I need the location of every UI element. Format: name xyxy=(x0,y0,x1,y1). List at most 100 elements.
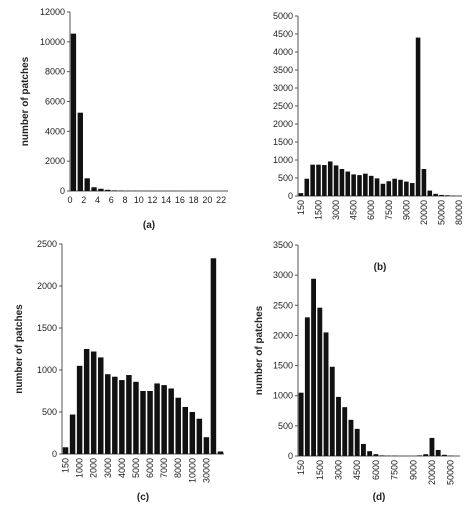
x-tick-label-d: 1500 xyxy=(315,460,325,480)
bar-d xyxy=(329,366,335,456)
y-axis-label-a: number of patches xyxy=(20,56,31,146)
x-tick-label-a: 20 xyxy=(202,195,212,205)
x-tick-label-c: 4000 xyxy=(117,458,127,478)
x-tick-label-a: 22 xyxy=(216,195,226,205)
x-tick-label-b: 80000 xyxy=(454,200,464,225)
x-tick-label-d: 20000 xyxy=(427,460,437,485)
chart-caption-a: (a) xyxy=(143,220,155,231)
x-tick-label-d: 50000 xyxy=(446,460,456,485)
y-tick-label-d: 2000 xyxy=(273,330,293,340)
bar-a xyxy=(77,112,83,191)
x-tick-label-d: 150 xyxy=(296,460,306,475)
bar-b xyxy=(415,37,421,196)
x-tick-label-b: 150 xyxy=(296,200,306,215)
bar-b xyxy=(445,195,450,196)
bar-a xyxy=(70,33,77,191)
x-tick-label-a: 18 xyxy=(189,195,199,205)
bar-b xyxy=(304,178,310,196)
y-axis-label-c: number of patches xyxy=(14,304,25,394)
y-tick-label-b: 2500 xyxy=(273,101,293,111)
y-tick-label-a: 10000 xyxy=(40,37,65,47)
x-tick-label-b: 7500 xyxy=(384,200,394,220)
y-tick-label-b: 1500 xyxy=(273,137,293,147)
x-tick-label-a: 6 xyxy=(109,195,114,205)
x-tick-label-a: 2 xyxy=(81,195,86,205)
x-tick-label-c: 10000 xyxy=(187,458,197,483)
chart-caption-b: (b) xyxy=(374,262,387,273)
bar-d xyxy=(360,443,366,456)
y-tick-label-c: 1000 xyxy=(37,365,57,375)
y-tick-label-a: 6000 xyxy=(45,97,65,107)
x-tick-label-a: 10 xyxy=(134,195,144,205)
bar-c xyxy=(83,349,90,454)
bar-b xyxy=(298,193,304,196)
bar-c xyxy=(175,397,181,454)
chart-caption-c: (c) xyxy=(137,492,149,503)
y-tick-label-d: 500 xyxy=(278,421,293,431)
bar-b xyxy=(316,164,321,196)
bar-c xyxy=(112,376,118,454)
y-tick-label-b: 4000 xyxy=(273,47,293,57)
bar-b xyxy=(380,183,386,196)
bar-b xyxy=(327,161,333,196)
bar-d xyxy=(311,278,317,456)
bar-c xyxy=(217,451,224,454)
y-tick-label-d: 1500 xyxy=(273,361,293,371)
y-tick-label-a: 0 xyxy=(60,186,65,196)
bar-b xyxy=(398,179,403,196)
x-tick-label-b: 3000 xyxy=(331,200,341,220)
bar-a xyxy=(98,188,104,191)
bar-c xyxy=(161,385,167,454)
y-tick-label-b: 2000 xyxy=(273,119,293,129)
y-tick-label-a: 12000 xyxy=(40,7,65,17)
y-tick-label-a: 2000 xyxy=(45,156,65,166)
bar-b xyxy=(322,165,327,196)
bar-c xyxy=(196,418,203,454)
x-tick-label-d: 7500 xyxy=(390,460,400,480)
bar-a xyxy=(111,190,118,191)
x-tick-label-a: 0 xyxy=(67,195,72,205)
x-tick-label-a: 12 xyxy=(147,195,157,205)
x-tick-label-b: 1500 xyxy=(314,200,324,220)
bar-d xyxy=(441,454,447,456)
x-tick-label-c: 2000 xyxy=(89,458,99,478)
bar-c xyxy=(119,380,125,454)
y-tick-label-b: 3500 xyxy=(273,65,293,75)
bar-c xyxy=(189,412,196,454)
bar-b xyxy=(345,171,351,196)
bar-b xyxy=(409,183,415,196)
x-tick-label-a: 4 xyxy=(95,195,100,205)
y-tick-label-b: 0 xyxy=(288,191,293,201)
y-tick-label-b: 3000 xyxy=(273,83,293,93)
x-tick-label-c: 6000 xyxy=(145,458,155,478)
y-tick-label-d: 0 xyxy=(288,451,293,461)
bar-c xyxy=(154,383,160,454)
x-tick-label-c: 30000 xyxy=(201,458,211,483)
bar-d xyxy=(304,317,310,456)
bar-d xyxy=(367,451,373,456)
y-tick-label-b: 5000 xyxy=(273,11,293,21)
bar-c xyxy=(76,365,83,454)
x-tick-label-b: 6000 xyxy=(366,200,376,220)
bar-d xyxy=(298,392,304,456)
x-tick-label-a: 8 xyxy=(122,195,127,205)
bar-b xyxy=(374,178,380,196)
x-tick-label-c: 1000 xyxy=(75,458,85,478)
bar-c xyxy=(90,351,97,454)
bar-d xyxy=(417,455,422,456)
x-tick-label-b: 4500 xyxy=(349,200,359,220)
x-tick-label-c: 3000 xyxy=(103,458,113,478)
x-tick-label-d: 4500 xyxy=(352,460,362,480)
bar-c xyxy=(182,406,189,454)
x-tick-label-b: 9000 xyxy=(401,200,411,220)
bar-a xyxy=(105,189,111,191)
bar-d xyxy=(429,437,435,456)
y-tick-label-d: 3000 xyxy=(273,270,293,280)
bar-d xyxy=(317,307,323,456)
bar-d xyxy=(348,419,354,456)
bar-d xyxy=(379,455,385,456)
y-tick-label-b: 1000 xyxy=(273,155,293,165)
bar-b xyxy=(310,164,315,196)
bar-b xyxy=(351,174,356,196)
